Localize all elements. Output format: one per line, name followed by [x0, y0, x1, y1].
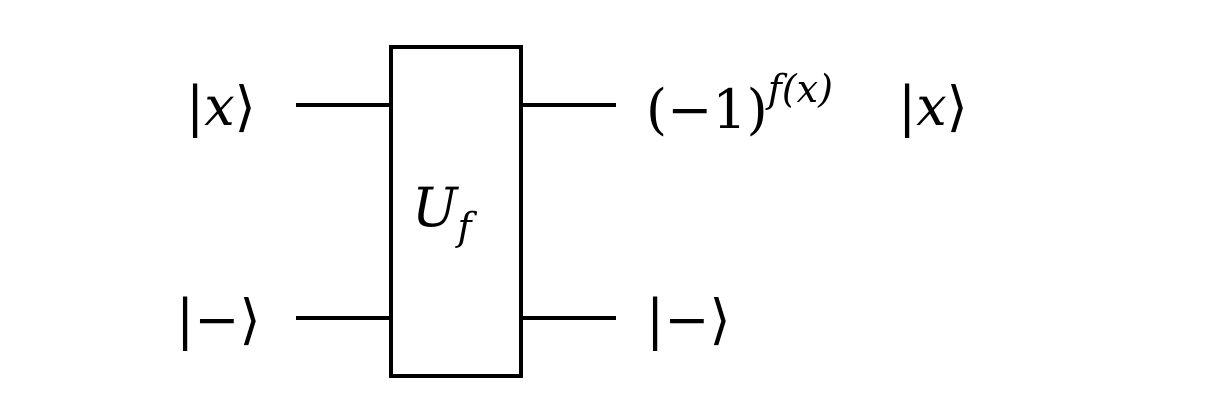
top-output-close: ⟩: [947, 75, 968, 138]
top-output-var: x: [916, 75, 946, 138]
top-input-bar: |: [186, 75, 204, 138]
bottom-output-bar: |: [646, 288, 664, 351]
bottom-output-close: ⟩: [709, 288, 730, 351]
oracle-gate-box: [389, 45, 523, 378]
top-output-ket: |x⟩: [898, 75, 968, 138]
top-input-var: x: [204, 75, 234, 138]
top-input-close: ⟩: [235, 75, 256, 138]
bottom-input-var: −: [194, 288, 239, 351]
top-output-bar: |: [898, 75, 916, 138]
bottom-input-bar: |: [176, 288, 194, 351]
top-output-phase: (−1)f(x): [646, 67, 833, 141]
phase-base: (−1): [646, 78, 768, 141]
top-input-ket: |x⟩: [186, 75, 256, 138]
bottom-output-ket: |−⟩: [646, 288, 731, 351]
bottom-input-ket: |−⟩: [176, 288, 261, 351]
phase-exponent: f(x): [765, 67, 833, 111]
bottom-output-var: −: [664, 288, 709, 351]
gate-label-main: U: [412, 176, 459, 239]
bottom-input-close: ⟩: [239, 288, 260, 351]
